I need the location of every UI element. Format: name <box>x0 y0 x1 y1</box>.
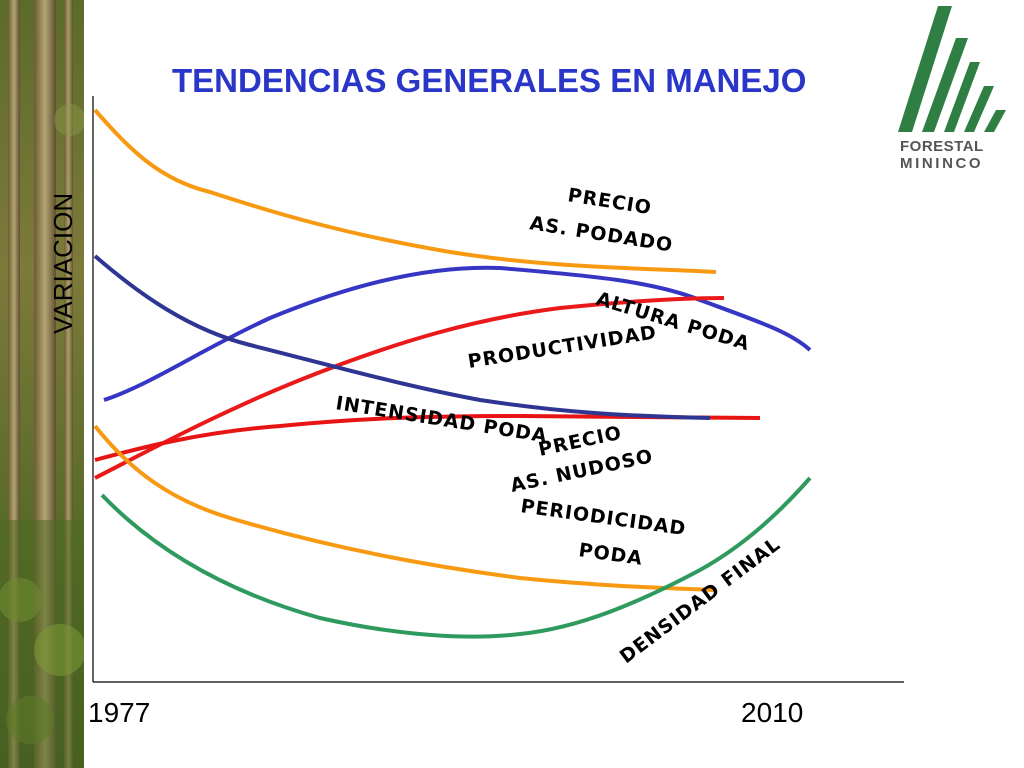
x-tick-end: 2010 <box>741 697 803 728</box>
y-axis-label: VARIACION <box>48 193 78 334</box>
series-altura-poda <box>103 265 812 402</box>
label-precio-nudoso-line2: AS. NUDOSO <box>508 445 655 497</box>
series-periodicidad-poda <box>93 424 717 592</box>
logo-text-line1: FORESTAL <box>900 138 984 155</box>
forest-background-image <box>0 0 84 768</box>
forestal-mininco-logo: FORESTAL MININCO <box>898 6 1006 172</box>
logo-text-line2: MININCO <box>900 155 983 172</box>
series-precio-as-nudoso <box>93 254 711 420</box>
series-productividad <box>94 296 725 480</box>
slide-title: TENDENCIAS GENERALES EN MANEJO <box>172 62 807 99</box>
series-precio-as-podado <box>93 108 717 274</box>
label-periodicidad-line2: PODA <box>577 539 644 570</box>
label-periodicidad-line1: PERIODICIDAD <box>519 495 687 540</box>
label-precio-podado-line2: AS. PODADO <box>528 212 674 256</box>
x-tick-start: 1977 <box>88 697 150 728</box>
series-densidad-final <box>100 476 812 639</box>
label-precio-podado-line1: PRECIO <box>566 184 653 219</box>
label-productividad: PRODUCTIVIDAD <box>466 321 658 373</box>
